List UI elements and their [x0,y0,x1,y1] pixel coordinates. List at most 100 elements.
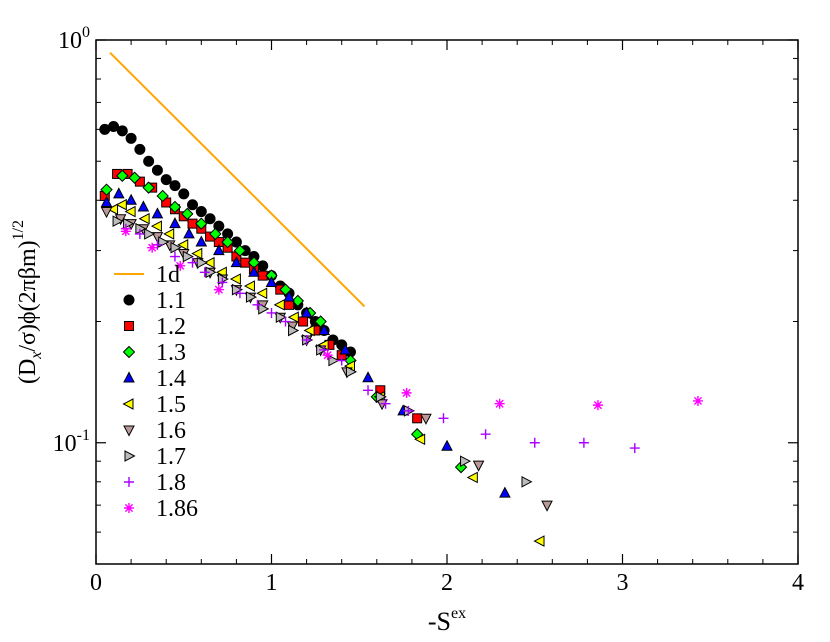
data-point [137,200,150,212]
data-point [578,437,589,448]
data-point [168,200,182,214]
x-tick-label: 1 [266,570,278,596]
data-point [229,273,241,285]
series-1.5 [106,198,545,547]
legend-label: 1.1 [156,288,186,314]
data-point [187,199,199,211]
data-point [298,316,309,327]
y-axis-label-superscript: 1/2 [10,220,27,240]
data-point [291,294,305,308]
legend-marker-1.1 [123,294,135,306]
data-point [112,215,124,227]
plot-area [99,51,703,547]
data-point [472,460,485,472]
data-point [460,455,472,468]
legend-marker-1.86 [124,503,134,513]
data-point [150,220,162,232]
x-tick-label: 4 [792,570,804,596]
data-point [521,475,533,488]
legend-marker-1.7 [124,450,136,462]
y-tick-label-exponent: -1 [77,427,90,444]
data-point [233,244,247,257]
data-point [115,198,127,211]
data-point [175,260,186,271]
x-tick-label: 2 [441,570,453,596]
data-point [339,343,352,355]
series-line [109,51,366,308]
legend-marker-1.2 [124,321,134,331]
data-point [170,241,182,254]
data-point [156,189,169,203]
y-tick-label-base: 10 [53,431,77,457]
y-tick-label-base: 10 [58,28,82,54]
data-point [265,275,278,287]
data-point [280,316,291,327]
x-axis-label-superscript: ex [451,605,466,622]
data-point [592,400,603,411]
legend-label: 1d [156,262,180,288]
data-point [533,535,545,547]
data-point [181,207,194,221]
series-1.4 [100,187,511,498]
data-point [169,180,181,192]
data-point [380,398,391,409]
data-point [134,228,145,239]
data-point [138,212,150,225]
data-point [199,267,210,278]
legend-label: 1.3 [156,340,186,366]
data-point [163,228,175,240]
series-1.2 [99,168,423,424]
data-point [106,203,119,216]
legend: 1d1.11.21.31.41.51.61.71.81.86 [114,262,198,522]
data-point [213,284,224,295]
data-point [466,471,478,484]
data-point [363,385,374,396]
data-point [135,222,147,235]
series-1.7 [112,215,533,488]
legend-marker-1.5 [122,398,134,410]
data-point [230,256,243,268]
data-point [209,227,222,241]
data-point [203,256,215,269]
data-point [284,299,295,310]
data-point [116,169,129,183]
data-point [243,280,255,292]
legend-marker-1.6 [123,425,135,437]
data-point [529,437,540,448]
data-point [204,213,216,225]
legend-label: 1.7 [156,444,186,470]
x-axis-label-text: -S [428,607,451,636]
data-point [142,181,155,194]
legend-label: 1.6 [156,418,186,444]
legend-label: 1.4 [156,366,186,392]
data-point [245,291,258,303]
data-point [441,439,453,451]
data-point [213,244,225,256]
data-point [169,251,180,262]
data-point [319,344,330,355]
data-point [178,188,190,200]
x-axis-label: -Sex [428,605,466,636]
data-point [116,125,128,137]
y-axis-label: (Dx/σ)ϕ(2πβm)1/2 [10,220,45,384]
data-point [288,324,300,337]
data-point [287,311,299,324]
y-tick-label: 10-1 [53,427,90,457]
data-point [376,399,388,411]
data-point [125,132,137,144]
data-point [499,486,511,498]
data-point [213,220,225,232]
data-point [248,265,260,277]
data-point [151,207,164,219]
data-point [183,227,195,239]
data-point [234,288,245,299]
data-point [403,405,414,416]
y-axis-label-subscript: x [28,352,45,360]
data-point [144,228,156,240]
x-tick-label: 3 [617,570,629,596]
data-point [629,443,640,454]
data-point [438,413,449,424]
data-point [195,235,208,247]
data-point [266,307,277,318]
